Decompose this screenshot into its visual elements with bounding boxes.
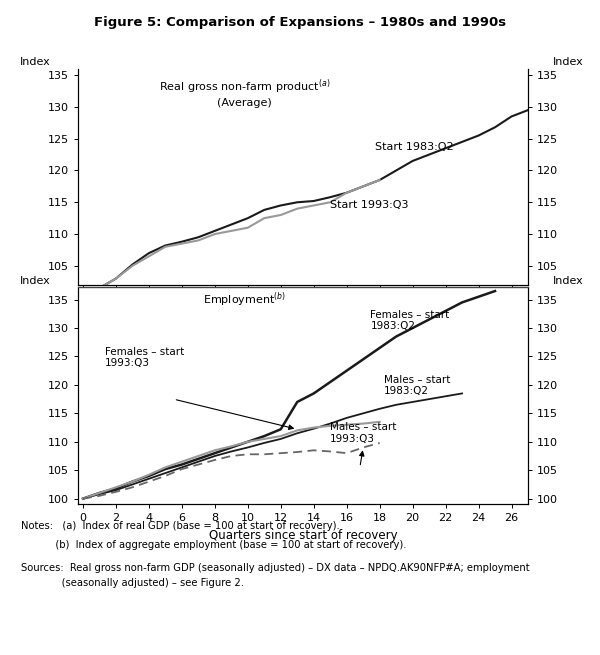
X-axis label: Quarters since start of recovery: Quarters since start of recovery bbox=[209, 529, 397, 542]
Text: Figure 5: Comparison of Expansions – 1980s and 1990s: Figure 5: Comparison of Expansions – 198… bbox=[94, 16, 506, 29]
Text: Index: Index bbox=[19, 276, 50, 286]
Text: Males – start
1993:Q3: Males – start 1993:Q3 bbox=[330, 422, 397, 444]
Text: Notes:   (a)  Index of real GDP (base = 100 at start of recovery).: Notes: (a) Index of real GDP (base = 100… bbox=[21, 521, 340, 531]
Text: Females – start
1993:Q3: Females – start 1993:Q3 bbox=[105, 346, 184, 368]
Text: Males – start
1983:Q2: Males – start 1983:Q2 bbox=[384, 375, 451, 396]
Text: (b)  Index of aggregate employment (base = 100 at start of recovery).: (b) Index of aggregate employment (base … bbox=[21, 540, 407, 550]
Text: Start 1993:Q3: Start 1993:Q3 bbox=[330, 200, 409, 210]
Text: Sources:  Real gross non-farm GDP (seasonally adjusted) – DX data – NPDQ.AK90NFP: Sources: Real gross non-farm GDP (season… bbox=[21, 563, 530, 573]
Text: Employment$^{(b)}$: Employment$^{(b)}$ bbox=[203, 290, 286, 309]
Text: Index: Index bbox=[553, 56, 583, 67]
Text: Index: Index bbox=[19, 56, 50, 67]
Text: Real gross non-farm product$^{(a)}$
(Average): Real gross non-farm product$^{(a)}$ (Ave… bbox=[159, 77, 330, 107]
Text: (seasonally adjusted) – see Figure 2.: (seasonally adjusted) – see Figure 2. bbox=[21, 578, 244, 588]
Text: Females – start
1983:Q2: Females – start 1983:Q2 bbox=[371, 310, 450, 331]
Text: Index: Index bbox=[553, 276, 583, 286]
Text: Start 1983:Q2: Start 1983:Q2 bbox=[375, 141, 454, 151]
